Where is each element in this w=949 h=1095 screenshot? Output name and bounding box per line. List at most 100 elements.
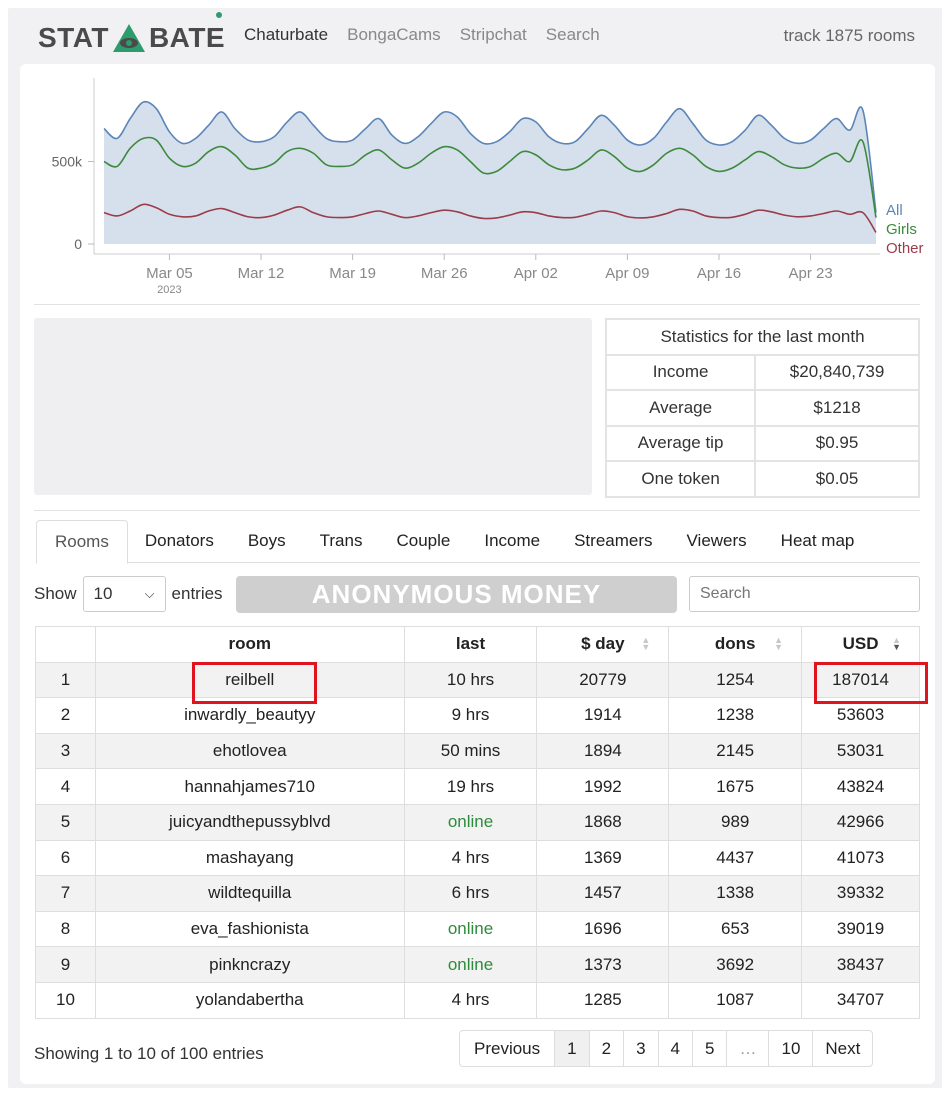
tab-trans[interactable]: Trans	[319, 531, 363, 550]
cell-rank: 2	[35, 697, 96, 734]
cell-day: 1914	[536, 697, 670, 734]
tab-boys[interactable]: Boys	[247, 531, 286, 550]
tab-streamers[interactable]: Streamers	[574, 531, 653, 550]
table-row[interactable]: 5 juicyandthepussyblvd online 1868 989 42966	[35, 803, 920, 841]
col-usd[interactable]: USD ▲ ▼	[801, 626, 920, 663]
table-row[interactable]: 3 ehotlovea 50 mins 1894 2145 53031	[35, 732, 920, 770]
sort-desc-icon: ▲ ▼	[892, 635, 901, 652]
logo-text-right: BATE	[148, 22, 226, 53]
x-tick-label: Apr 02	[514, 265, 558, 282]
entries-select[interactable]: 10 ⌵	[82, 576, 166, 612]
page-5-button[interactable]: 5	[692, 1031, 726, 1066]
cell-room-link[interactable]: reilbell	[94, 661, 405, 699]
tab-couple[interactable]: Couple	[396, 531, 451, 550]
col-rank	[35, 626, 96, 663]
page-4-button[interactable]: 4	[657, 1031, 692, 1066]
tab-viewers[interactable]: Viewers	[686, 531, 747, 550]
logo-dot	[216, 12, 222, 18]
cell-room-link[interactable]: hannahjames710	[94, 768, 405, 805]
table-row[interactable]: 4 hannahjames710 19 hrs 1992 1675 43824	[35, 768, 920, 805]
table-row[interactable]: 1 reilbell 10 hrs 20779 1254 187014	[35, 661, 920, 699]
col-day-label: $ day	[581, 634, 625, 654]
tab-rooms[interactable]: Rooms	[36, 520, 128, 564]
col-dons[interactable]: dons ▲ ▼	[668, 626, 803, 663]
table-row[interactable]: 7 wildtequilla 6 hrs 1457 1338 39332	[35, 875, 920, 912]
cell-last: online	[403, 910, 538, 948]
col-last[interactable]: last	[403, 626, 538, 663]
cell-room-link[interactable]: mashayang	[94, 839, 405, 877]
stats-value: $0.95	[754, 424, 920, 462]
table-row[interactable]: 6 mashayang 4 hrs 1369 4437 41073	[35, 839, 920, 877]
nav-chaturbate[interactable]: Chaturbate	[244, 25, 329, 44]
page-3-button[interactable]: 3	[623, 1031, 657, 1066]
page-1-button[interactable]: 1	[554, 1031, 589, 1066]
cell-last: online	[403, 803, 538, 841]
top-bar: STAT BATE Chaturbate BongaCams Stripchat…	[8, 8, 942, 64]
cell-usd: 38437	[801, 946, 920, 983]
col-room[interactable]: room	[94, 626, 405, 663]
cell-room-link[interactable]: yolandabertha	[94, 981, 405, 1019]
cell-rank: 3	[35, 732, 96, 770]
chart-divider	[34, 304, 920, 305]
cell-room-link[interactable]: wildtequilla	[94, 875, 405, 912]
sort-icon: ▲ ▼	[641, 635, 651, 652]
cell-day: 1373	[536, 946, 670, 983]
page-next-button[interactable]: Next	[812, 1031, 872, 1066]
x-tick-label: Apr 09	[605, 265, 649, 282]
legend-other: Other	[886, 240, 924, 257]
cell-last: 19 hrs	[403, 768, 538, 805]
page-2-button[interactable]: 2	[588, 1031, 623, 1066]
tab-income[interactable]: Income	[484, 531, 541, 550]
cell-rank: 7	[35, 875, 96, 912]
table-row[interactable]: 10 yolandabertha 4 hrs 1285 1087 34707	[35, 981, 920, 1019]
earnings-chart: 500k 0 All Girls Other Mar 05 2023 Mar 12 Mar 19…	[20, 64, 935, 300]
legend-all: All	[886, 202, 903, 219]
nav-bongacams[interactable]: BongaCams	[347, 25, 441, 44]
series-line-all	[103, 100, 877, 213]
cell-room-link[interactable]: eva_fashionista	[94, 910, 405, 948]
col-day[interactable]: $ day ▲ ▼	[536, 626, 670, 663]
stats-value: $20,840,739	[754, 353, 920, 391]
x-tick-label: Mar 19	[329, 265, 376, 282]
table-row[interactable]: 8 eva_fashionista online 1696 653 39019	[35, 910, 920, 948]
main-card: 500k 0 All Girls Other Mar 05 2023 Mar 12 Mar 19…	[20, 64, 935, 1084]
cell-room-link[interactable]: ehotlovea	[94, 732, 405, 770]
table-header-row: room last $ day ▲ ▼ dons ▲ ▼ USD ▲ ▼	[35, 626, 920, 663]
tab-heat-map[interactable]: Heat map	[780, 531, 855, 550]
stats-label: One token	[604, 460, 757, 498]
page-previous-button[interactable]: Previous	[474, 1039, 541, 1058]
cell-last: 50 mins	[403, 732, 538, 770]
statbate-logo[interactable]: STAT BATE	[38, 18, 225, 58]
sort-icon: ▲ ▼	[774, 635, 784, 652]
page-frame: STAT BATE Chaturbate BongaCams Stripchat…	[8, 8, 942, 1088]
cell-rank: 5	[35, 803, 96, 841]
chevron-down-icon: ⌵	[144, 586, 155, 601]
stats-value: $0.05	[754, 460, 920, 498]
series-line-girls	[103, 136, 877, 218]
table-search-input[interactable]	[689, 576, 920, 612]
nav-stripchat[interactable]: Stripchat	[459, 25, 527, 44]
cell-usd: 34707	[801, 981, 920, 1019]
tab-donators[interactable]: Donators	[144, 531, 214, 550]
cell-room-link[interactable]: juicyandthepussyblvd	[94, 803, 405, 841]
anonymous-money-banner[interactable]: ANONYMOUS MONEY	[236, 576, 677, 613]
table-row[interactable]: 2 inwardly_beautyy 9 hrs 1914 1238 53603	[35, 697, 920, 734]
cell-usd: 39019	[801, 910, 920, 948]
nav-search[interactable]: Search	[545, 25, 600, 44]
cell-room-link[interactable]: pinkncrazy	[94, 946, 405, 983]
cell-usd: 53031	[801, 732, 920, 770]
cell-dons: 653	[668, 910, 803, 948]
table-row[interactable]: 9 pinkncrazy online 1373 3692 38437	[35, 946, 920, 983]
col-room-label: room	[228, 634, 272, 654]
cell-rank: 10	[35, 981, 96, 1019]
cell-day: 1369	[536, 839, 670, 877]
cell-rank: 9	[35, 946, 96, 983]
cell-day: 20779	[536, 661, 670, 699]
entries-value: 10	[93, 584, 113, 603]
stats-label: Average	[604, 389, 757, 427]
cell-day: 1992	[536, 768, 670, 805]
cell-dons: 2145	[668, 732, 803, 770]
col-last-label: last	[455, 634, 486, 654]
page-10-button[interactable]: 10	[768, 1031, 812, 1066]
y-tick-label: 0	[74, 236, 82, 252]
